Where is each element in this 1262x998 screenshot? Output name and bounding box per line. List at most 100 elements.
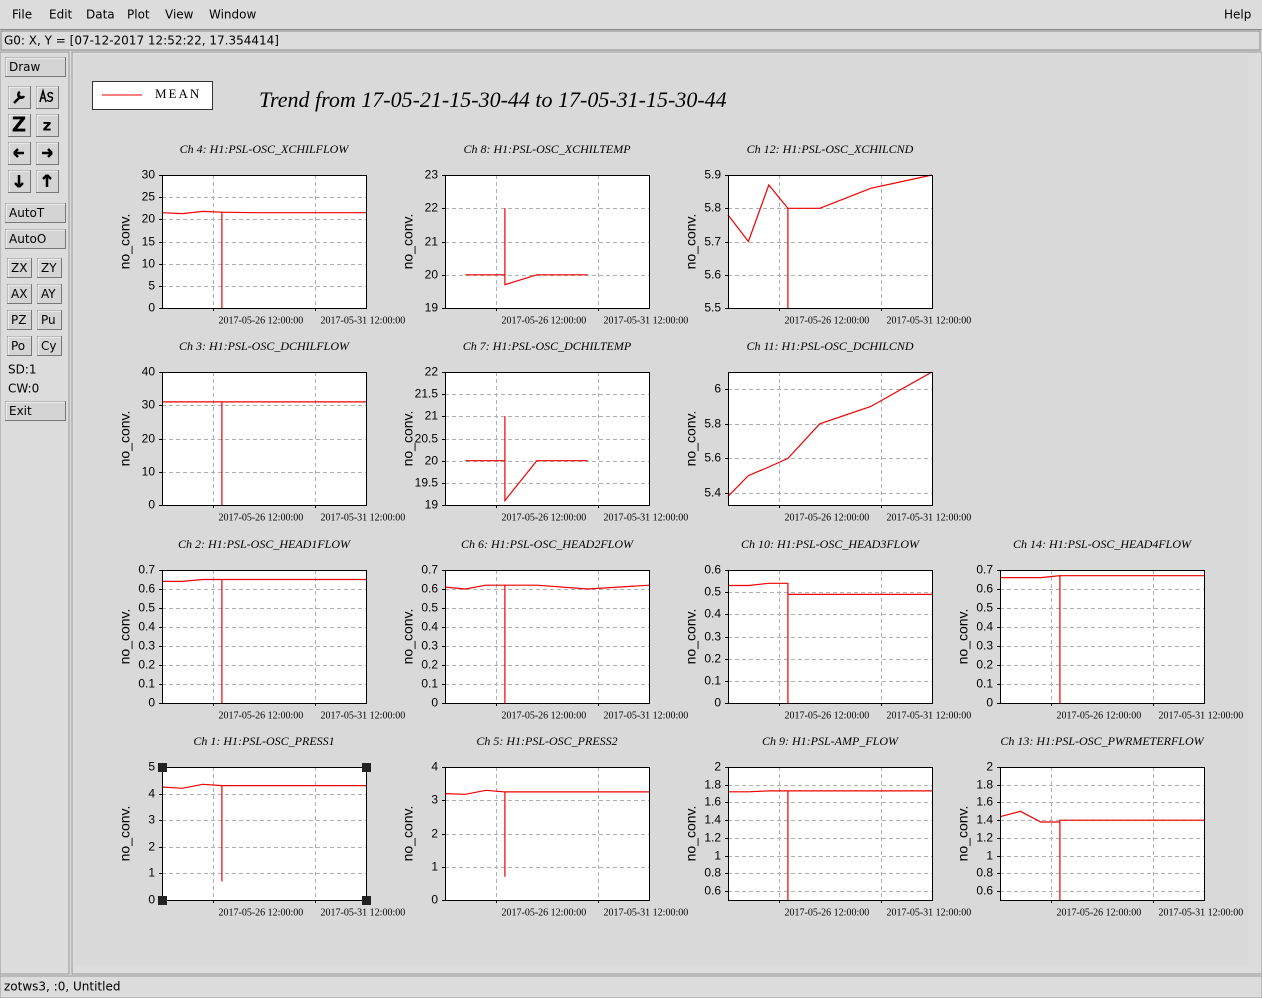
chart: Ch 2: H1:PSL-OSC_HEAD1FLOW no_conv. 0 0.1 0.… bbox=[117, 537, 406, 722]
x-tick-label: 2017-05-26 12:00:00 bbox=[502, 512, 587, 523]
button-bevel bbox=[37, 284, 61, 303]
arrow-icon bbox=[42, 148, 53, 158]
x-tick-label: 2017-05-26 12:00:00 bbox=[219, 907, 304, 918]
auto-o-button-label: AutoO bbox=[9, 232, 46, 246]
plot-area bbox=[1000, 767, 1205, 901]
y-axis-label: no_conv. bbox=[400, 609, 416, 665]
y-tick-label: 0.8 bbox=[704, 866, 721, 880]
chart-title: Ch 4: H1:PSL-OSC_XCHILFLOW bbox=[180, 142, 350, 156]
plot-border bbox=[445, 175, 650, 309]
trend-line bbox=[728, 582, 932, 703]
plot-area bbox=[162, 570, 367, 704]
plot-area bbox=[728, 372, 933, 506]
chart-title: Ch 12: H1:PSL-OSC_XCHILCND bbox=[747, 142, 914, 156]
y-axis-label: no_conv. bbox=[400, 806, 416, 862]
y-tick-label: 0.6 bbox=[976, 884, 993, 898]
y-tick-label: 10 bbox=[142, 465, 156, 479]
x-tick-label: 2017-05-31 12:00:00 bbox=[604, 512, 689, 523]
y-tick-label: 0.1 bbox=[421, 677, 438, 691]
y-tick-label: 21.5 bbox=[415, 387, 439, 401]
y-tick-label: 4 bbox=[148, 787, 155, 801]
y-tick-label: 2 bbox=[714, 760, 721, 774]
chart: Ch 11: H1:PSL-OSC_DCHILCND no_conv. 5.4 5.6… bbox=[683, 339, 972, 524]
y-tick-label: 0 bbox=[431, 696, 438, 710]
tool-button-label: Po bbox=[11, 339, 25, 353]
y-axis-label: no_conv. bbox=[955, 806, 971, 862]
button-bevel bbox=[7, 284, 31, 303]
y-tick-label: 5 bbox=[148, 279, 155, 293]
legend-label: MEAN bbox=[155, 86, 201, 101]
button-bevel bbox=[8, 86, 30, 108]
y-tick-label: 0.4 bbox=[704, 607, 721, 621]
cw-label: CW:0 bbox=[8, 382, 39, 396]
exit-button-label: Exit bbox=[9, 404, 32, 418]
y-tick-label: 20 bbox=[142, 432, 156, 446]
y-tick-label: 5.7 bbox=[704, 235, 721, 249]
y-tick-label: 0.2 bbox=[138, 658, 155, 672]
y-tick-label: 0.6 bbox=[976, 582, 993, 596]
button-bevel bbox=[37, 310, 61, 329]
menu-item[interactable]: Plot bbox=[127, 8, 150, 22]
plot-area bbox=[445, 570, 650, 704]
chart-title: Ch 13: H1:PSL-OSC_PWRMETERFLOW bbox=[1000, 734, 1204, 748]
y-axis-label: no_conv. bbox=[683, 806, 699, 862]
plot-border bbox=[445, 570, 650, 704]
selection-handle[interactable] bbox=[158, 896, 167, 905]
selection-handle[interactable] bbox=[362, 763, 371, 772]
menu-item[interactable]: Window bbox=[209, 8, 257, 22]
chart-title: Ch 5: H1:PSL-OSC_PRESS2 bbox=[476, 734, 617, 748]
selection-handle[interactable] bbox=[362, 896, 371, 905]
y-tick-label: 21 bbox=[425, 409, 439, 423]
plot-border bbox=[728, 767, 933, 901]
button-bevel bbox=[36, 86, 58, 108]
x-tick-label: 2017-05-31 12:00:00 bbox=[887, 710, 972, 721]
chart-title: Ch 6: H1:PSL-OSC_HEAD2FLOW bbox=[461, 537, 634, 551]
menu-help[interactable]: Help bbox=[1224, 8, 1251, 22]
y-tick-label: 5.5 bbox=[704, 301, 721, 315]
x-tick-label: 2017-05-31 12:00:00 bbox=[321, 710, 406, 721]
button-bevel bbox=[37, 258, 61, 277]
y-tick-label: 2 bbox=[431, 827, 438, 841]
chart: Ch 9: H1:PSL-AMP_FLOW no_conv. 0.6 0.8 1 1.2 1… bbox=[683, 734, 972, 919]
y-axis-label: no_conv. bbox=[400, 411, 416, 467]
menu-item[interactable]: View bbox=[165, 8, 194, 22]
trend-line bbox=[1000, 575, 1204, 703]
y-tick-label: 0.7 bbox=[421, 563, 438, 577]
chart-title: Ch 10: H1:PSL-OSC_HEAD3FLOW bbox=[741, 537, 920, 551]
y-tick-label: 0.5 bbox=[138, 601, 155, 615]
x-tick-label: 2017-05-26 12:00:00 bbox=[502, 710, 587, 721]
y-tick-label: 0.7 bbox=[138, 563, 155, 577]
menu-item[interactable]: Data bbox=[86, 8, 115, 22]
x-tick-label: 2017-05-26 12:00:00 bbox=[1057, 907, 1142, 918]
y-axis-label: no_conv. bbox=[683, 214, 699, 270]
y-tick-label: 40 bbox=[142, 365, 156, 379]
icon-button[interactable] bbox=[36, 86, 59, 109]
draw-button-label: Draw bbox=[9, 60, 41, 74]
menu-item[interactable]: File bbox=[12, 8, 32, 22]
y-tick-label: 5.6 bbox=[704, 268, 721, 282]
plot-border bbox=[162, 372, 367, 506]
x-tick-label: 2017-05-26 12:00:00 bbox=[502, 907, 587, 918]
chart: Ch 7: H1:PSL-OSC_DCHILTEMP no_conv. 19 19.5… bbox=[400, 339, 689, 524]
x-tick-label: 2017-05-31 12:00:00 bbox=[887, 315, 972, 326]
x-tick-label: 2017-05-31 12:00:00 bbox=[604, 315, 689, 326]
plot-border bbox=[162, 570, 367, 704]
trend-line bbox=[162, 401, 366, 505]
selection-handle[interactable] bbox=[158, 763, 167, 772]
plot-border bbox=[445, 767, 650, 901]
y-tick-label: 19.5 bbox=[415, 476, 439, 490]
x-tick-label: 2017-05-31 12:00:00 bbox=[1159, 907, 1244, 918]
tool-button-label: Pu bbox=[41, 313, 56, 327]
zoom-big: Z bbox=[12, 113, 27, 137]
x-tick-label: 2017-05-26 12:00:00 bbox=[502, 315, 587, 326]
arrow-icon bbox=[42, 174, 52, 187]
menu-item[interactable]: Edit bbox=[49, 8, 73, 22]
plot-area bbox=[1000, 570, 1205, 704]
y-tick-label: 3 bbox=[148, 813, 155, 827]
x-tick-label: 2017-05-26 12:00:00 bbox=[219, 710, 304, 721]
chart-title: Ch 1: H1:PSL-OSC_PRESS1 bbox=[193, 734, 334, 748]
arrow-icon bbox=[13, 148, 24, 158]
trend-line bbox=[162, 578, 366, 703]
button-bevel bbox=[36, 114, 58, 136]
chart: Ch 8: H1:PSL-OSC_XCHILTEMP no_conv. 19 20 21… bbox=[400, 142, 689, 327]
